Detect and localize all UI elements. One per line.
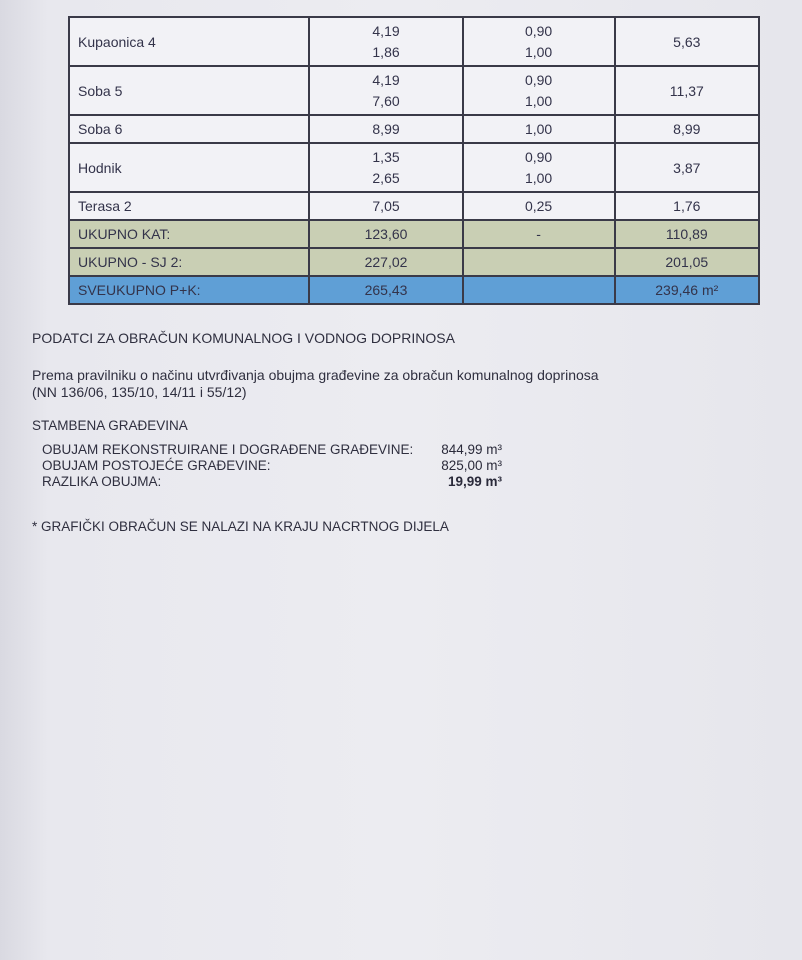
cell-value: 1,86 (372, 43, 400, 60)
cell-b (461, 247, 616, 277)
table-row: UKUPNO - SJ 2: 227,02 201,05 (67, 247, 761, 277)
note: * GRAFIČKI OBRAČUN SE NALAZI NA KRAJU NA… (32, 519, 449, 534)
row-total: 239,46 m² (613, 275, 761, 305)
cell-value: 7,05 (372, 197, 400, 214)
volume-value: 825,00 m³ (441, 458, 502, 473)
row-label: Kupaonica 4 (67, 16, 311, 67)
cell-value: 1,35 (372, 148, 400, 165)
row-total: 8,99 (613, 114, 761, 144)
cell-a: 4,19 7,60 (308, 65, 464, 116)
row-total: 1,76 (613, 191, 761, 221)
row-label: UKUPNO KAT: (67, 219, 311, 249)
cell-value: 0,90 (524, 71, 553, 88)
cell-value: 1,00 (524, 92, 553, 109)
cell-a: 7,05 (308, 191, 464, 221)
row-label: Terasa 2 (67, 191, 311, 221)
row-total: 3,87 (613, 142, 761, 193)
cell-value: 2,65 (372, 169, 400, 186)
cell-a: 8,99 (308, 114, 464, 144)
cell-value: 7,60 (372, 92, 400, 109)
row-label: UKUPNO - SJ 2: (67, 247, 311, 277)
cell-b: 0,90 1,00 (461, 142, 616, 193)
row-total: 5,63 (613, 16, 761, 67)
volume-label: RAZLIKA OBUJMA: (42, 474, 162, 489)
cell-a: 1,35 2,65 (308, 142, 464, 193)
table-row: SVEUKUPNO P+K: 265,43 239,46 m² (67, 275, 761, 305)
table-row: Soba 5 4,19 7,60 0,90 1,00 11,37 (67, 65, 761, 116)
cell-b: 0,25 (461, 191, 616, 221)
row-label: Hodnik (67, 142, 311, 193)
cell-value: 1,00 (524, 120, 553, 137)
intro-reference: (NN 136/06, 135/10, 14/11 i 55/12) (32, 384, 247, 400)
cell-b: 0,90 1,00 (461, 16, 616, 67)
cell-a: 227,02 (308, 247, 464, 277)
volume-label: OBUJAM POSTOJEĆE GRAĐEVINE: (42, 458, 271, 473)
cell-value: 4,19 (372, 71, 400, 88)
row-label: SVEUKUPNO P+K: (67, 275, 311, 305)
cell-value: 1,00 (524, 169, 553, 186)
table-row: Terasa 2 7,05 0,25 1,76 (67, 191, 761, 221)
cell-value: 123,60 (364, 225, 408, 242)
cell-a: 4,19 1,86 (308, 16, 464, 67)
table-row: Soba 6 8,99 1,00 8,99 (67, 114, 761, 144)
cell-b (461, 275, 616, 305)
cell-value: 0,90 (524, 148, 553, 165)
row-label: Soba 6 (67, 114, 311, 144)
row-total: 11,37 (613, 65, 761, 116)
cell-value: 1,00 (524, 43, 553, 60)
cell-value: - (536, 225, 541, 242)
table-row: Hodnik 1,35 2,65 0,90 1,00 3,87 (67, 142, 761, 193)
volume-value: 844,99 m³ (441, 442, 502, 457)
cell-b: - (461, 219, 616, 249)
cell-value: 265,43 (364, 281, 408, 298)
row-total: 110,89 (613, 219, 761, 249)
cell-value: 0,25 (524, 197, 553, 214)
cell-value: 8,99 (372, 120, 400, 137)
table-row: UKUPNO KAT: 123,60 - 110,89 (67, 219, 761, 249)
row-total: 201,05 (613, 247, 761, 277)
subsection-title: STAMBENA GRAĐEVINA (32, 418, 188, 433)
intro-text: Prema pravilniku o načinu utvrđivanja ob… (32, 367, 599, 383)
section-title: PODATCI ZA OBRAČUN KOMUNALNOG I VODNOG D… (32, 330, 455, 346)
volume-difference-value: 19,99 m³ (447, 474, 502, 489)
cell-value: 0,90 (524, 22, 553, 39)
cell-value: 227,02 (364, 253, 408, 270)
area-table: Kupaonica 4 4,19 1,86 0,90 1,00 5,63 Soba 5 4,1… (67, 16, 761, 305)
cell-value: 4,19 (372, 22, 400, 39)
volume-label: OBUJAM REKONSTRUIRANE I DOGRAĐENE GRAĐEV… (42, 442, 414, 457)
table-row: Kupaonica 4 4,19 1,86 0,90 1,00 5,63 (67, 16, 761, 67)
row-label: Soba 5 (67, 65, 311, 116)
cell-b: 0,90 1,00 (461, 65, 616, 116)
cell-b: 1,00 (461, 114, 616, 144)
cell-a: 265,43 (308, 275, 464, 305)
cell-a: 123,60 (308, 219, 464, 249)
